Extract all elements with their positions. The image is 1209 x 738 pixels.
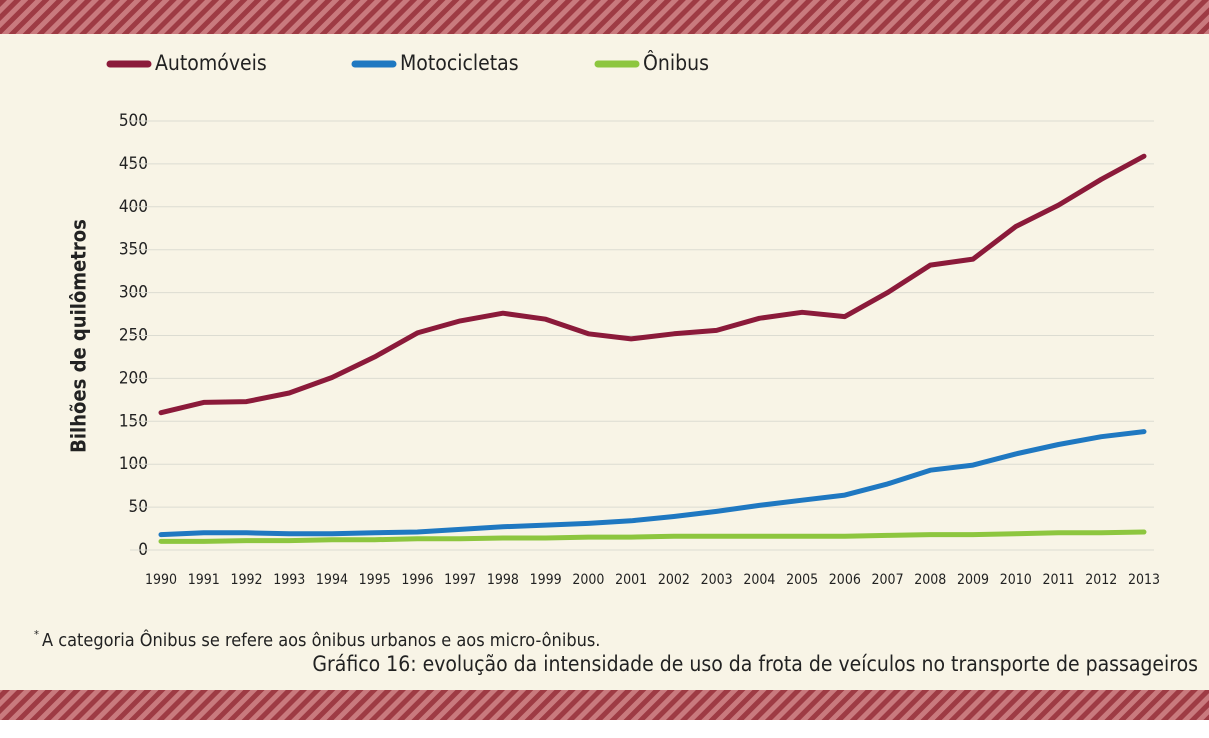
bottom-band	[0, 690, 1209, 720]
x-tick-label: 1998	[487, 572, 519, 588]
x-tick-label: 2006	[829, 572, 861, 588]
x-tick-label: 2011	[1042, 572, 1074, 588]
top-band	[0, 0, 1209, 34]
x-tick-label: 1996	[401, 572, 433, 588]
x-tick-label: 1994	[316, 572, 348, 588]
x-tick-label: 2009	[957, 572, 989, 588]
x-tick-label: 2003	[701, 572, 733, 588]
x-tick-label: 1995	[359, 572, 391, 588]
series-line	[158, 529, 1147, 544]
x-tick-label: 1991	[188, 572, 220, 588]
x-tick-label: 2007	[872, 572, 904, 588]
series-line	[158, 153, 1147, 416]
x-tick-label: 1990	[145, 572, 177, 588]
x-tick-label: 2008	[914, 572, 946, 588]
series-line	[158, 429, 1147, 538]
x-tick-label: 2010	[1000, 572, 1032, 588]
x-tick-label: 2000	[572, 572, 604, 588]
x-tick-label: 1992	[230, 572, 262, 588]
caption: Gráfico 16: evolução da intensidade de u…	[312, 652, 1198, 676]
x-tick-label: 2005	[786, 572, 818, 588]
x-tick-label: 2013	[1128, 572, 1160, 588]
x-tick-label: 2004	[743, 572, 775, 588]
page-margin	[0, 720, 1209, 738]
y-axis-label: Bilhões de quilômetros	[67, 219, 91, 453]
legend-label: Motocicletas	[400, 51, 519, 75]
x-tick-label: 1993	[273, 572, 305, 588]
footnote: A categoria Ônibus se refere aos ônibus …	[42, 629, 600, 651]
legend-label: Automóveis	[155, 51, 267, 75]
x-tick-label: 2012	[1085, 572, 1117, 588]
x-tick-label: 2002	[658, 572, 690, 588]
x-tick-label: 1999	[530, 572, 562, 588]
x-tick-label: 1997	[444, 572, 476, 588]
x-tick-label: 2001	[615, 572, 647, 588]
legend-label: Ônibus	[643, 50, 709, 75]
footnote-marker: *	[34, 628, 39, 641]
